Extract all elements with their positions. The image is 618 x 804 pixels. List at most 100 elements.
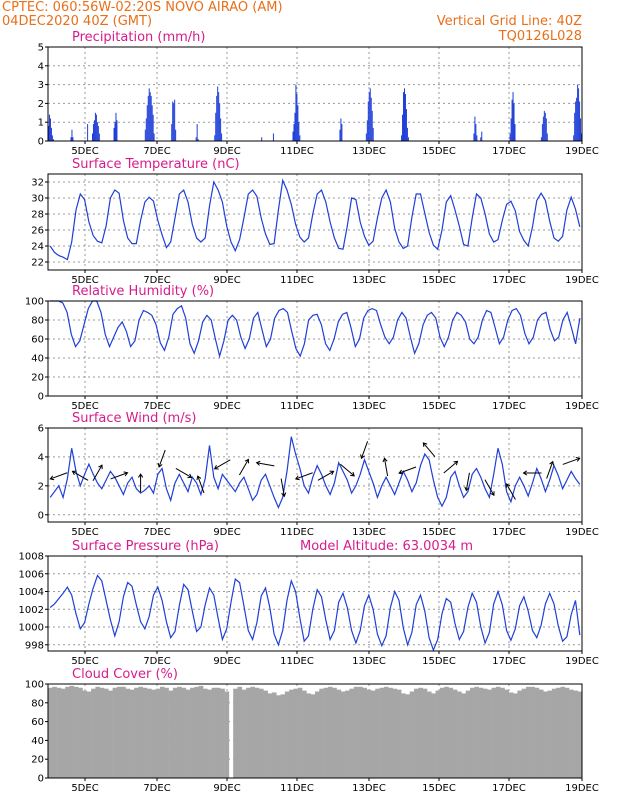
y-tick-label: 22 bbox=[31, 258, 44, 269]
wind-arrow-shaft bbox=[340, 463, 355, 477]
precip-bar bbox=[579, 101, 581, 141]
y-tick-label: 24 bbox=[31, 242, 44, 253]
cloud-bar bbox=[151, 689, 156, 778]
precip-bar bbox=[72, 137, 74, 141]
wind-arrow-head bbox=[123, 471, 129, 477]
wind-arrow bbox=[213, 459, 231, 470]
precip-bar bbox=[514, 124, 516, 141]
precip-bar bbox=[542, 116, 544, 141]
wind-arrow bbox=[562, 456, 581, 465]
precip-bar bbox=[576, 97, 578, 141]
y-tick-label: 1000 bbox=[19, 623, 44, 634]
cloud-bar bbox=[569, 689, 574, 778]
precip-bar bbox=[341, 124, 343, 141]
precip-bar bbox=[197, 139, 199, 141]
wind-arrow bbox=[443, 460, 459, 474]
x-tick-label: 13DEC bbox=[352, 401, 386, 412]
wind-arrow bbox=[71, 470, 89, 481]
cloud-bar bbox=[396, 689, 402, 778]
precip-bar bbox=[545, 118, 547, 141]
cloud-bar bbox=[263, 690, 268, 778]
wind-arrow-shaft bbox=[562, 457, 580, 465]
precip-bar bbox=[87, 124, 89, 141]
cloud-bar bbox=[392, 688, 398, 778]
cloud-bar bbox=[474, 686, 479, 778]
wind-arrow-shaft bbox=[214, 459, 231, 470]
x-tick-label: 9DEC bbox=[213, 656, 240, 667]
panel-0: 0 1 2 3 4 5 5DEC 7DEC 9DEC 11DEC 13DEC 15DEC 17DEC 19… bbox=[38, 30, 599, 157]
precip-bar bbox=[405, 109, 407, 141]
wind-arrow-head bbox=[294, 475, 300, 481]
cloud-bar bbox=[543, 691, 548, 778]
panel-title: Surface Wind (m/s) bbox=[72, 411, 196, 426]
y-tick-label: 2 bbox=[38, 99, 44, 110]
y-tick-label: 80 bbox=[31, 316, 44, 327]
x-tick-label: 9DEC bbox=[213, 527, 240, 538]
y-tick-label: 60 bbox=[31, 335, 44, 346]
precip-bar bbox=[116, 120, 118, 141]
precip-bar bbox=[195, 137, 197, 141]
precip-bar bbox=[97, 125, 99, 141]
cloud-bar bbox=[177, 686, 182, 778]
precip-bar bbox=[295, 84, 297, 141]
wind-arrow-head bbox=[98, 464, 103, 470]
cloud-bar bbox=[530, 686, 535, 778]
wind-arrow-shaft bbox=[256, 462, 275, 467]
panel-1: 22 24 26 28 30 32 5DEC 7DEC 9DEC 11DEC 13DEC 15DEC 1… bbox=[31, 157, 599, 286]
precip-bar bbox=[48, 114, 50, 141]
cloud-bar bbox=[560, 686, 566, 778]
x-tick-label: 7DEC bbox=[143, 656, 170, 667]
precip-bar bbox=[94, 112, 96, 141]
wind-arrow-head bbox=[255, 460, 261, 466]
wind-arrow-shaft bbox=[92, 464, 103, 481]
y-tick-label: 28 bbox=[31, 210, 44, 221]
cloud-bar bbox=[551, 688, 557, 778]
cloud-bar bbox=[487, 689, 492, 778]
precip-bar bbox=[473, 133, 475, 141]
panel-title: Relative Humidity (%) bbox=[72, 284, 214, 299]
cloud-bar bbox=[185, 689, 191, 778]
precip-bar bbox=[370, 97, 372, 141]
wind-arrow-head bbox=[464, 486, 470, 492]
cloud-bar bbox=[401, 693, 406, 778]
y-tick-label: 0 bbox=[38, 392, 44, 403]
x-tick-label: 13DEC bbox=[352, 275, 386, 286]
wind-arrow-head bbox=[575, 456, 581, 462]
cloud-bar bbox=[52, 686, 57, 778]
wind-arrow bbox=[522, 470, 542, 476]
cloud-bar bbox=[517, 690, 523, 778]
x-tick-label: 13DEC bbox=[352, 146, 386, 157]
precip-bar bbox=[98, 133, 100, 141]
wind-arrow-head bbox=[505, 483, 511, 488]
cloud-bar bbox=[375, 688, 380, 778]
cloud-bar bbox=[215, 687, 221, 778]
plot-frame bbox=[47, 427, 583, 523]
precip-bar bbox=[406, 127, 408, 141]
x-tick-label: 17DEC bbox=[492, 275, 526, 286]
wind-arrow-head bbox=[49, 475, 55, 481]
precip-bar bbox=[371, 110, 373, 141]
panel-4: 998 1000 1002 1004 1006 1008 5DEC 7DEC 9DEC 11DEC… bbox=[19, 539, 599, 667]
wind-arrow bbox=[398, 466, 417, 475]
wind-arrow bbox=[546, 460, 555, 479]
y-tick-label: 4 bbox=[38, 452, 44, 463]
x-tick-label: 19DEC bbox=[565, 527, 599, 538]
cloud-bar bbox=[91, 688, 96, 778]
x-tick-label: 15DEC bbox=[422, 146, 456, 157]
precip-bar bbox=[49, 118, 51, 141]
x-tick-label: 9DEC bbox=[213, 401, 240, 412]
cloud-bar bbox=[78, 687, 83, 778]
x-tick-label: 15DEC bbox=[422, 656, 456, 667]
cloud-bar bbox=[233, 688, 238, 778]
cloud-bar bbox=[444, 686, 449, 778]
y-tick-label: 20 bbox=[31, 755, 44, 766]
wind-arrow-head bbox=[329, 470, 335, 476]
wind-arrow-shaft bbox=[110, 472, 128, 480]
precip-bar bbox=[513, 103, 515, 141]
cloud-bar bbox=[224, 691, 230, 778]
precip-bar bbox=[509, 133, 511, 141]
panel-title: Surface Pressure (hPa) bbox=[72, 539, 219, 554]
y-tick-label: 3 bbox=[38, 80, 44, 91]
cloud-bar bbox=[409, 691, 415, 778]
